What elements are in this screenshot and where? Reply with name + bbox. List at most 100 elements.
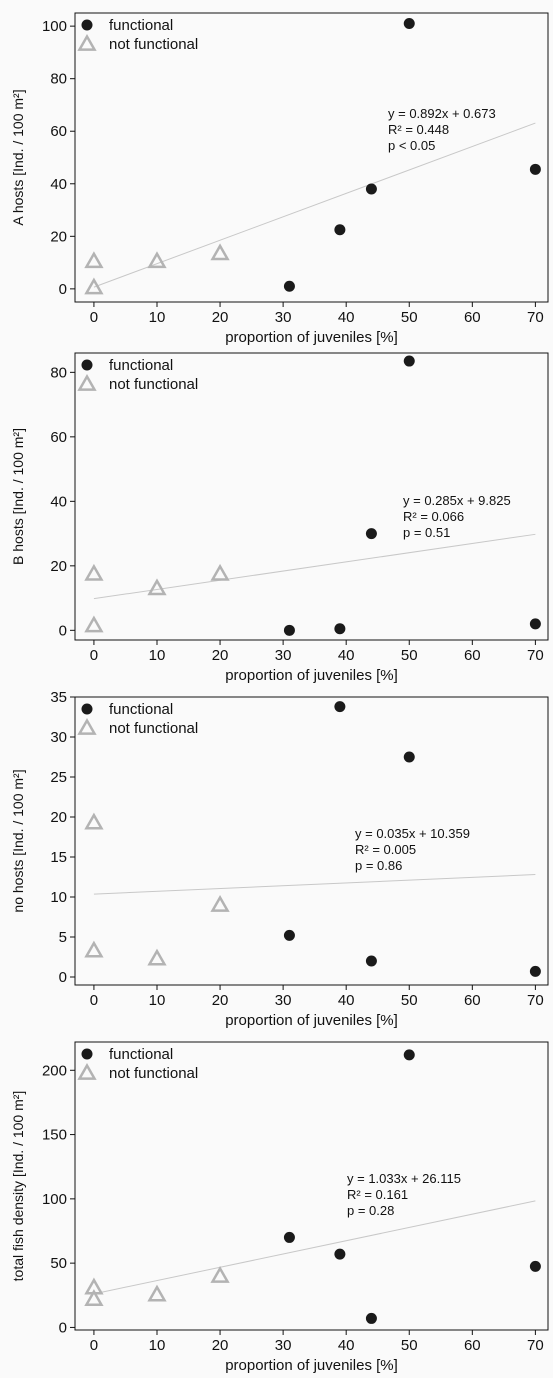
legend-functional-label: functional <box>109 17 173 34</box>
x-tick-label: 30 <box>275 992 292 1009</box>
legend-not-functional-marker <box>77 717 97 735</box>
functional-point <box>403 18 415 30</box>
legend-not-functional-label: not functional <box>109 1065 198 1082</box>
x-tick-label: 70 <box>527 1337 544 1354</box>
x-tick-label: 20 <box>212 992 229 1009</box>
y-tick-label: 80 <box>50 71 67 88</box>
y-tick-label: 40 <box>50 176 67 193</box>
y-tick-label: 0 <box>59 1319 67 1336</box>
legend-not-functional-marker <box>77 373 97 391</box>
y-axis-label: B hosts [Ind. / 100 m²] <box>10 428 26 565</box>
legend-not-functional-label: not functional <box>109 720 198 737</box>
x-tick-label: 60 <box>464 309 481 326</box>
legend-functional-marker <box>81 359 93 371</box>
functional-point <box>529 965 541 977</box>
regression-line <box>93 533 536 600</box>
legend-not-functional-label: not functional <box>109 36 198 53</box>
x-tick-label: 70 <box>527 647 544 664</box>
regression-stats-line: R² = 0.066 <box>403 509 464 524</box>
functional-point <box>334 1248 346 1260</box>
x-axis-label: proportion of juveniles [%] <box>225 329 398 346</box>
functional-point <box>403 1049 415 1061</box>
plot-frame <box>74 352 549 641</box>
not-functional-point <box>210 1265 230 1283</box>
regression-stats-line: p = 0.86 <box>355 858 402 873</box>
y-tick-label: 80 <box>50 364 67 381</box>
not-functional-point <box>147 251 167 269</box>
functional-point <box>283 624 295 636</box>
legend-not-functional-marker <box>77 1062 97 1080</box>
y-tick-label: 5 <box>59 929 67 946</box>
legend-functional-marker <box>81 19 93 31</box>
regression-line <box>93 122 536 288</box>
functional-point <box>365 528 377 540</box>
functional-point <box>529 163 541 175</box>
legend-functional-label: functional <box>109 1046 173 1063</box>
x-axis-label: proportion of juveniles [%] <box>225 1012 398 1029</box>
y-tick-label: 0 <box>59 281 67 298</box>
not-functional-point <box>84 615 104 633</box>
regression-line <box>93 1200 536 1295</box>
plot-frame <box>74 1041 549 1331</box>
chart-panel-4: 0 10 20 30 40 50 60 70 0 50 100 150 200 proportion of… <box>10 1041 549 1374</box>
y-tick-label: 50 <box>50 1255 67 1272</box>
x-tick-label: 30 <box>275 1337 292 1354</box>
x-tick-label: 30 <box>275 309 292 326</box>
y-tick-label: 20 <box>50 809 67 826</box>
regression-stats-line: y = 0.285x + 9.825 <box>403 493 511 508</box>
x-tick-label: 0 <box>90 647 98 664</box>
chart-panel-3: 0 10 20 30 40 50 60 70 0 5 10 15 20 25 30 35 proportion … <box>10 689 549 1029</box>
functional-point <box>403 751 415 763</box>
x-tick-label: 70 <box>527 992 544 1009</box>
regression-stats-line: p = 0.28 <box>347 1203 394 1218</box>
y-tick-label: 40 <box>50 493 67 510</box>
chart-panel-1: 0 10 20 30 40 50 60 70 0 20 40 60 80 100 proportion of… <box>10 12 549 346</box>
x-tick-label: 60 <box>464 647 481 664</box>
not-functional-point <box>147 1284 167 1302</box>
x-tick-label: 40 <box>338 1337 355 1354</box>
x-tick-label: 50 <box>401 309 418 326</box>
y-tick-label: 30 <box>50 729 67 746</box>
x-tick-label: 60 <box>464 1337 481 1354</box>
x-tick-label: 50 <box>401 647 418 664</box>
functional-point <box>283 280 295 292</box>
y-tick-label: 60 <box>50 123 67 140</box>
y-tick-label: 200 <box>42 1062 67 1079</box>
x-tick-label: 40 <box>338 309 355 326</box>
legend-functional-marker <box>81 1048 93 1060</box>
not-functional-point <box>84 940 104 958</box>
chart-panel-2: 0 10 20 30 40 50 60 70 0 20 40 60 80 proportion of ju… <box>10 352 549 684</box>
functional-point <box>529 1260 541 1272</box>
functional-point <box>283 1231 295 1243</box>
x-tick-label: 50 <box>401 1337 418 1354</box>
not-functional-point <box>84 563 104 581</box>
legend-functional-label: functional <box>109 357 173 374</box>
x-tick-label: 40 <box>338 992 355 1009</box>
x-tick-label: 40 <box>338 647 355 664</box>
not-functional-point <box>210 894 230 912</box>
y-tick-label: 150 <box>42 1127 67 1144</box>
x-tick-label: 30 <box>275 647 292 664</box>
y-axis-label: total fish density [Ind. / 100 m²] <box>10 1091 26 1282</box>
x-tick-label: 50 <box>401 992 418 1009</box>
y-tick-label: 10 <box>50 889 67 906</box>
y-tick-label: 60 <box>50 429 67 446</box>
functional-point <box>334 701 346 713</box>
regression-stats-line: y = 1.033x + 26.115 <box>347 1171 461 1186</box>
functional-point <box>334 224 346 236</box>
y-axis-label: A hosts [Ind. / 100 m²] <box>10 89 26 225</box>
legend-not-functional-marker <box>77 33 97 51</box>
not-functional-point <box>84 812 104 830</box>
regression-stats-line: p = 0.51 <box>403 525 450 540</box>
functional-point <box>365 955 377 967</box>
x-tick-label: 10 <box>149 992 166 1009</box>
y-tick-label: 100 <box>42 18 67 35</box>
regression-stats-line: R² = 0.448 <box>388 122 449 137</box>
not-functional-point <box>147 578 167 596</box>
x-axis-label: proportion of juveniles [%] <box>225 667 398 684</box>
functional-point <box>529 618 541 630</box>
x-tick-label: 20 <box>212 309 229 326</box>
legend-not-functional-label: not functional <box>109 376 198 393</box>
not-functional-point <box>84 1289 104 1307</box>
